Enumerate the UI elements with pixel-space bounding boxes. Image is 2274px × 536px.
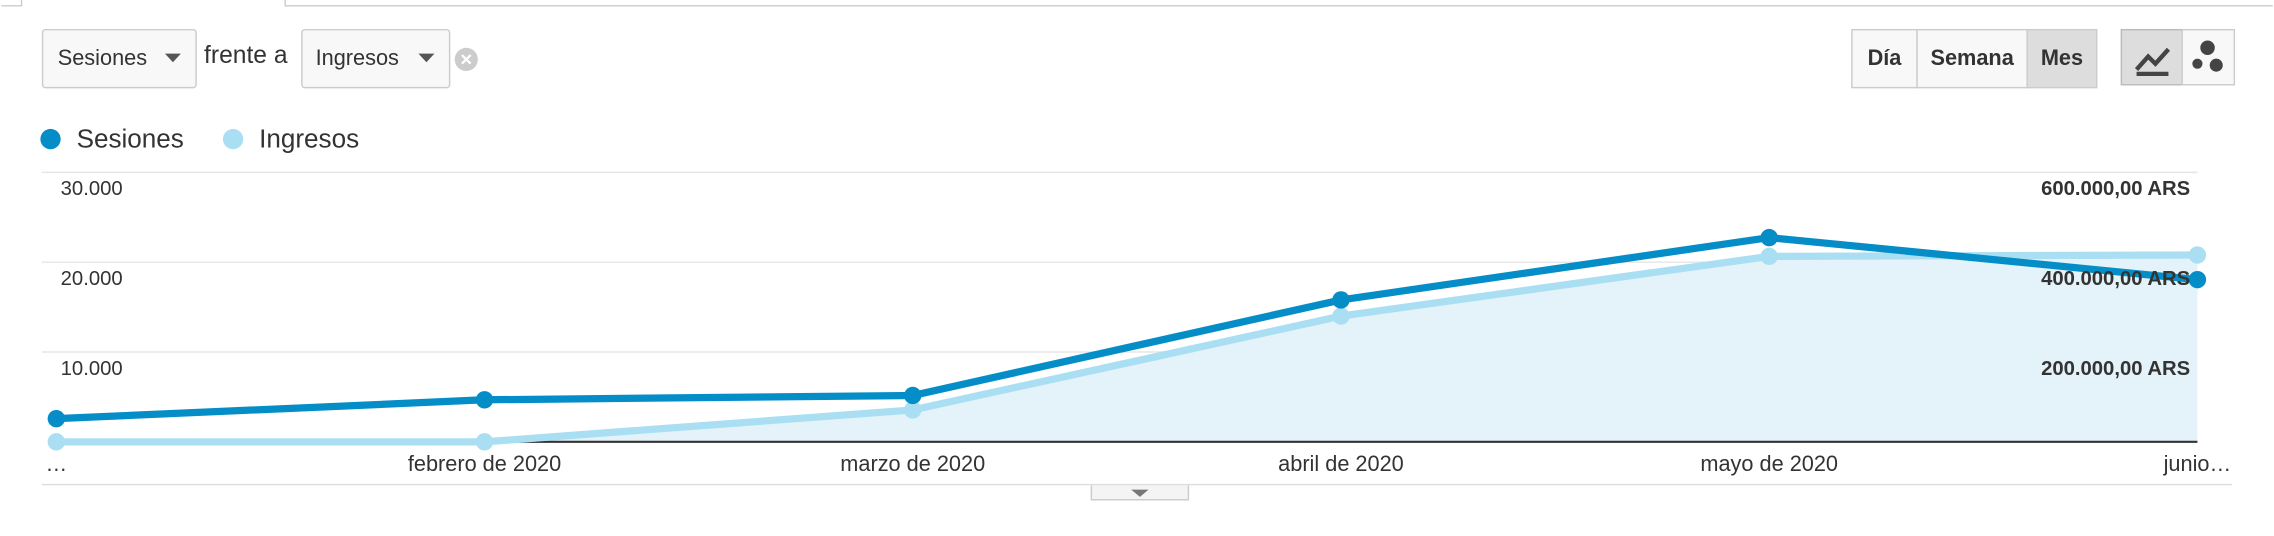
data-point [2188,246,2207,264]
area [56,255,2198,442]
y-tick-label: 30.000 [61,178,123,200]
dropdown-arrow [418,53,435,63]
series-line [56,233,2198,423]
data-point [2188,270,2207,289]
metric-label: Sesiones [58,45,147,70]
data-point [47,433,65,451]
versus-label: frente a [204,42,288,69]
x-tick-label: mayo de 2020 [1700,451,1838,476]
series-line [56,251,2198,446]
legend-marker [222,128,244,150]
y2-tick-label: 400.000,00 ARS [2041,268,2190,290]
data-point [475,391,494,409]
data-point [904,401,922,419]
expand-arrow [1131,489,1149,497]
data-point [904,386,922,405]
tab-border [1,0,2273,7]
x-tick-label: … [45,451,67,476]
period-button[interactable] [2026,28,2098,89]
legend-label: Ingresos [259,123,359,153]
line-chart-icon [2134,47,2171,77]
dropdown-arrow [164,53,181,63]
y2-tick-label: 200.000,00 ARS [2041,358,2190,380]
x-tick-label: abril de 2020 [1278,451,1404,476]
period-button[interactable] [1851,28,1918,89]
metric-dropdown[interactable] [41,28,197,89]
data-point [1760,247,1778,266]
period-button[interactable] [1916,28,2028,89]
plot [41,171,2207,451]
data-point [1332,291,1350,309]
compare-dropdown[interactable] [301,28,451,89]
legend-label: Sesiones [77,123,184,153]
motion-chart-button[interactable] [2181,28,2236,86]
data-point [1760,228,1778,247]
x-tick-label: febrero de 2020 [408,451,561,476]
x-tick-label: junio… [2163,451,2232,476]
period-label: Día [1868,45,1903,70]
remove-icon [461,54,472,65]
period-label: Mes [2041,45,2083,70]
y-tick-label: 10.000 [61,358,123,380]
legend-marker [40,128,61,150]
data-point [1332,307,1350,325]
motion-chart-icon [2192,40,2223,72]
y2-tick-label: 600.000,00 ARS [2041,178,2190,200]
period-label: Semana [1930,45,2014,70]
data-point [475,433,494,451]
x-tick-label: marzo de 2020 [840,451,985,476]
y-tick-label: 20.000 [61,268,123,290]
data-point [47,409,65,428]
compare-label: Ingresos [316,45,399,70]
